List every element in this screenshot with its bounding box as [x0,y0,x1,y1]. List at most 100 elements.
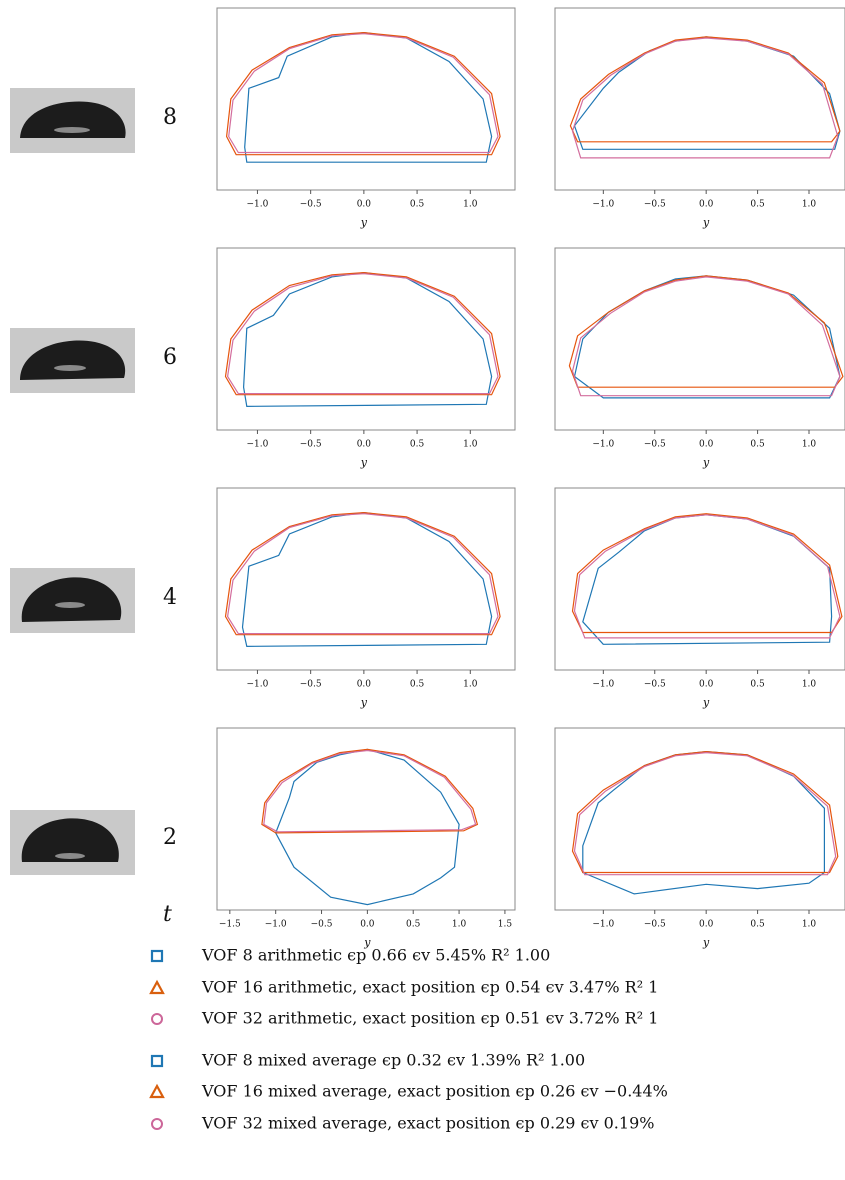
contour-line [571,750,839,874]
x-tick-label: 1.5 [498,920,513,930]
droplet-photo [10,568,135,633]
x-axis-label: y [702,936,710,949]
x-tick-label: −0.5 [300,680,322,690]
x-tick-label: 0.0 [357,680,372,690]
plot-frame [554,727,845,911]
x-tick-label: 0.0 [360,920,375,930]
contour-line [226,513,499,635]
x-tick-label: 0.5 [410,680,425,690]
contour-line [226,273,499,395]
legend-entry: VOF 16 mixed average, exact position ϵp … [149,1082,668,1101]
x-tick-label: 1.0 [802,920,817,930]
droplet-photo [10,88,135,153]
x-tick-label: −0.5 [311,920,333,930]
plot-frame [216,487,516,671]
plot-frame [216,7,516,191]
legend-entry: VOF 8 mixed average ϵp 0.32 ϵv 1.39% R² … [150,1051,585,1070]
x-tick-label: −1.5 [219,920,241,930]
legend-label: VOF 32 mixed average, exact position ϵp … [201,1114,654,1133]
plot-frame [216,727,516,911]
legend-entry: VOF 32 arithmetic, exact position ϵp 0.5… [151,1009,658,1028]
x-tick-label: −1.0 [592,920,614,930]
x-tick-label: −1.0 [247,440,269,450]
row-label: 2 [163,825,177,850]
plot-frame [554,487,845,671]
x-tick-label: 1.0 [463,680,478,690]
x-tick-label: 0.0 [699,200,714,210]
row-label: 8 [163,105,177,130]
contour-line [228,33,499,154]
x-tick-label: 1.0 [802,440,817,450]
legend-marker [150,1054,164,1068]
plot-frame [554,7,845,191]
legend-entry: VOF 32 mixed average, exact position ϵp … [151,1114,654,1133]
x-tick-label: −1.0 [592,680,614,690]
x-tick-label: 1.0 [463,200,478,210]
x-axis-label: y [360,696,368,709]
legend-marker [149,979,165,995]
x-axis-label: y [360,216,368,229]
contour-line [225,31,501,156]
legend-entry: VOF 16 arithmetic, exact position ϵp 0.5… [149,978,658,997]
x-tick-label: 0.0 [357,200,372,210]
contour-line [569,36,841,143]
x-tick-label: 0.5 [750,200,765,210]
x-tick-label: −0.5 [300,440,322,450]
x-tick-label: 0.0 [357,440,372,450]
x-tick-label: −1.0 [592,440,614,450]
x-tick-label: 0.5 [750,680,765,690]
x-axis-label: y [702,456,710,469]
x-tick-label: −0.5 [644,920,666,930]
x-tick-label: −1.0 [265,920,287,930]
legend-marker [150,949,164,963]
contour-line [263,749,477,833]
x-tick-label: 1.0 [463,440,478,450]
legend-marker [151,1118,163,1130]
row-label: 6 [163,345,177,370]
x-tick-label: 0.0 [699,920,714,930]
x-tick-label: −1.0 [247,680,269,690]
contour-line [261,748,479,834]
contour-line [571,276,841,397]
legend-marker [149,1083,165,1099]
x-tick-label: 0.0 [699,680,714,690]
x-tick-label: −1.0 [592,200,614,210]
droplet-photo [10,810,135,875]
x-tick-label: −0.5 [644,440,666,450]
x-tick-label: 0.5 [410,200,425,210]
x-tick-label: 1.0 [802,200,817,210]
plot-frame [216,247,516,431]
x-tick-label: −0.5 [644,680,666,690]
x-tick-label: −1.0 [247,200,269,210]
legend-entry: VOF 8 arithmetic ϵp 0.66 ϵv 5.45% R² 1.0… [150,946,550,965]
x-tick-label: 0.5 [410,440,425,450]
x-tick-label: 1.0 [452,920,467,930]
contour-line [573,514,841,639]
legend-label: VOF 32 arithmetic, exact position ϵp 0.5… [201,1009,658,1028]
contour-line [224,271,501,396]
contour-line [568,275,844,388]
contour-line [275,748,460,906]
x-tick-label: 0.0 [699,440,714,450]
x-tick-label: −0.5 [300,200,322,210]
row-label: 4 [163,585,177,610]
legend-label: VOF 8 arithmetic ϵp 0.66 ϵv 5.45% R² 1.0… [201,946,550,965]
x-axis-label: y [363,936,371,949]
time-label: t [163,902,172,927]
x-axis-label: y [702,216,710,229]
droplet-photo [10,328,135,393]
legend-label: VOF 16 mixed average, exact position ϵp … [201,1082,668,1101]
legend-label: VOF 8 mixed average ϵp 0.32 ϵv 1.39% R² … [201,1051,585,1070]
x-tick-label: 0.5 [406,920,421,930]
contour-line [573,751,837,876]
legend-label: VOF 16 arithmetic, exact position ϵp 0.5… [201,978,658,997]
x-tick-label: 1.0 [802,680,817,690]
contour-line [571,37,839,159]
contour-line [224,511,501,636]
x-tick-label: −0.5 [644,200,666,210]
x-axis-label: y [702,696,710,709]
x-tick-label: 0.5 [750,440,765,450]
x-tick-label: 0.5 [750,920,765,930]
